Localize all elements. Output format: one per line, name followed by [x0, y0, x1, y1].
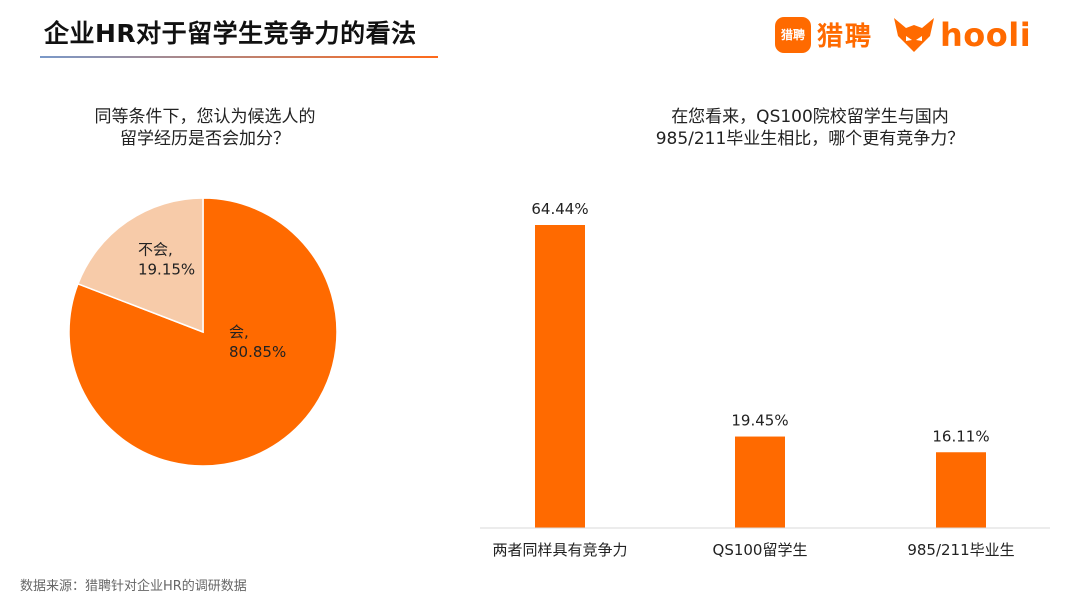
pie-slice-value-label: 19.15% — [138, 261, 195, 279]
bar-category-label: 两者同样具有竞争力 — [492, 541, 627, 559]
bar-value-label: 16.11% — [932, 427, 989, 445]
data-source-note: 数据来源：猎聘针对企业HR的调研数据 — [20, 579, 247, 594]
title-underline — [40, 56, 438, 58]
pie-slice-label: 不会, — [138, 241, 173, 259]
pie-title-line-1: 同等条件下，您认为候选人的 — [94, 107, 316, 127]
bar — [735, 436, 785, 528]
bar-chart-title: 在您看来，QS100院校留学生与国内 985/211毕业生相比，哪个更有竞争力？ — [600, 106, 1020, 150]
liepin-brand-name: 猎聘 — [817, 22, 874, 52]
bar-category-label: 985/211毕业生 — [907, 541, 1014, 559]
pie-slice-label: 会, — [229, 323, 249, 341]
pie-slice — [76, 197, 204, 334]
hooli-brand: hooli — [892, 16, 1031, 54]
pie-chart-title: 同等条件下，您认为候选人的 留学经历是否会加分？ — [60, 106, 350, 150]
fox-logo-icon — [894, 18, 934, 52]
liepin-logo-icon: 猎聘 — [775, 16, 811, 53]
pie-slice-value-label: 80.85% — [229, 343, 286, 361]
bar-category-label: QS100留学生 — [713, 541, 808, 559]
hooli-brand-name: hooli — [940, 16, 1032, 54]
bar-title-line-2: 985/211毕业生相比，哪个更有竞争力？ — [655, 129, 965, 149]
pie-title-line-2: 留学经历是否会加分？ — [120, 129, 290, 149]
page-title: 企业HR对于留学生竞争力的看法 — [44, 19, 417, 48]
bar — [535, 225, 585, 528]
bar — [936, 452, 986, 528]
bar-value-label: 64.44% — [531, 200, 588, 218]
bar-title-line-1: 在您看来，QS100院校留学生与国内 — [671, 107, 949, 127]
bar-value-label: 19.45% — [731, 412, 788, 430]
liepin-brand: 猎聘 猎聘 — [775, 16, 873, 53]
